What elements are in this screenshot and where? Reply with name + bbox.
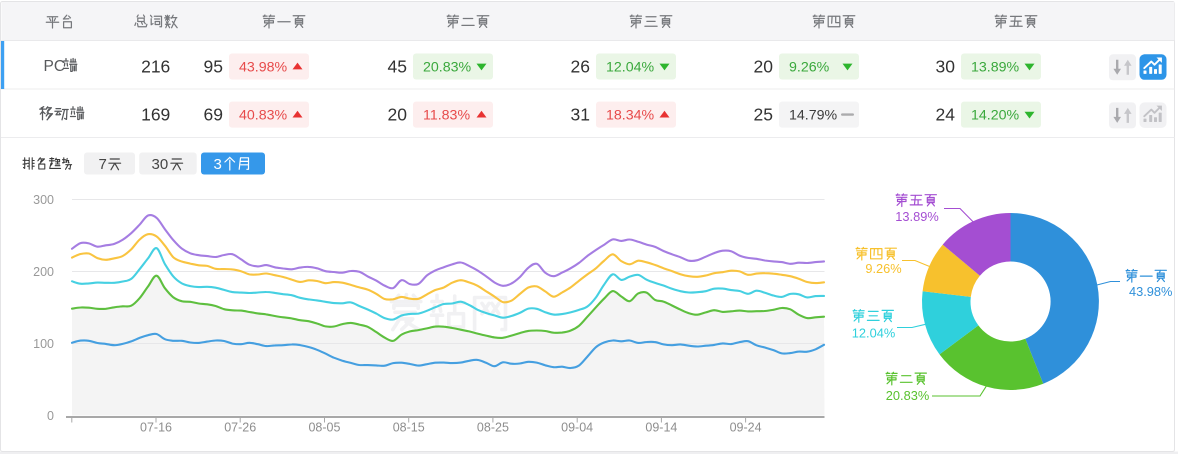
svg-text:100: 100 [33, 337, 54, 351]
svg-text:13.89%: 13.89% [971, 59, 1020, 75]
svg-text:45: 45 [388, 56, 407, 76]
svg-text:26: 26 [571, 56, 590, 76]
svg-text:08-25: 08-25 [477, 421, 509, 435]
svg-text:3: 3 [214, 156, 222, 173]
svg-text:09-14: 09-14 [645, 421, 677, 435]
svg-text:18.34%: 18.34% [606, 107, 655, 123]
svg-text:43.98%: 43.98% [239, 59, 288, 75]
svg-text:43.98%: 43.98% [1129, 284, 1172, 299]
svg-text:09-24: 09-24 [730, 421, 762, 435]
svg-text:08-15: 08-15 [393, 421, 425, 435]
svg-text:PC: PC [44, 58, 66, 75]
svg-text:20.83%: 20.83% [423, 59, 472, 75]
svg-text:14.20%: 14.20% [971, 107, 1020, 123]
svg-text:9.26%: 9.26% [789, 59, 830, 75]
svg-text:20: 20 [754, 56, 774, 76]
svg-text:31: 31 [571, 104, 590, 124]
svg-text:20: 20 [388, 104, 408, 124]
svg-text:25: 25 [754, 104, 773, 124]
svg-text:9.26%: 9.26% [865, 261, 901, 276]
svg-text:69: 69 [204, 104, 223, 124]
svg-text:200: 200 [33, 265, 54, 279]
svg-text:07-16: 07-16 [140, 421, 172, 435]
svg-text:07-26: 07-26 [224, 421, 256, 435]
svg-text:20.83%: 20.83% [886, 388, 929, 403]
svg-text:0: 0 [47, 409, 54, 423]
svg-text:14.79%: 14.79% [789, 107, 838, 123]
svg-text:216: 216 [141, 56, 170, 76]
svg-text:09-04: 09-04 [561, 421, 593, 435]
svg-text:08-05: 08-05 [308, 421, 340, 435]
svg-text:11.83%: 11.83% [423, 107, 470, 123]
svg-text:12.04%: 12.04% [606, 59, 655, 75]
svg-text:12.04%: 12.04% [852, 326, 895, 341]
svg-text:30: 30 [936, 56, 956, 76]
svg-text:40.83%: 40.83% [239, 107, 288, 123]
svg-text:300: 300 [33, 193, 54, 207]
svg-text:95: 95 [204, 56, 223, 76]
svg-text:7: 7 [99, 156, 107, 173]
svg-text:13.89%: 13.89% [895, 209, 938, 224]
svg-text:30: 30 [152, 156, 169, 173]
svg-text:24: 24 [936, 104, 956, 124]
svg-text:169: 169 [141, 104, 170, 124]
